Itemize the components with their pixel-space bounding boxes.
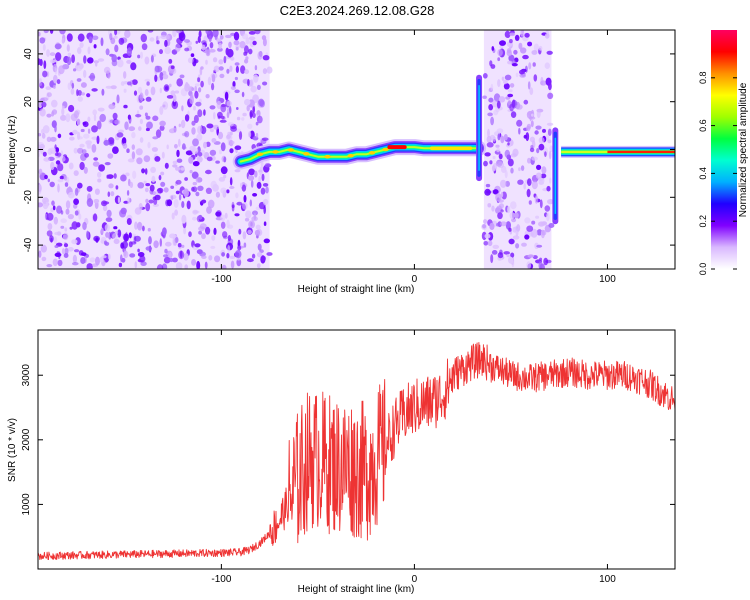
signal-trail (561, 145, 675, 158)
spectrogram-x-axis-label: Height of straight line (km) (298, 284, 415, 295)
snr-series-line (38, 342, 675, 561)
colorbar-tick-label: 0.6 (698, 119, 708, 132)
snr-y-tick-label: 2000 (21, 428, 32, 451)
snr-panel: -100 0 100 1000 2000 3000 Height of straight … (7, 329, 676, 595)
colorbar-tick-label: 0.4 (698, 167, 708, 180)
snr-y-tick-label: 1000 (21, 493, 32, 516)
noise-region (38, 30, 273, 269)
spectrogram-y-tick-label: 40 (23, 48, 34, 60)
snr-y-axis-label: SNR (10 * v/v) (7, 418, 18, 482)
snr-x-axis-label: Height of straight line (km) (298, 584, 415, 595)
spectrogram-y-axis-label: Frequency (Hz) (7, 116, 18, 185)
spectrogram-y-tick-label: 20 (23, 96, 34, 108)
colorbar-tick-label: 0.2 (698, 215, 708, 228)
snr-frame (37, 329, 676, 570)
spectrogram-y-tick-label: -20 (23, 190, 34, 205)
snr-x-tick-label: 100 (599, 574, 616, 585)
spectrogram-y-tick-label: -40 (23, 237, 34, 252)
colorbar-label: Normalized spectral amplitude (738, 82, 749, 217)
noise-region (481, 30, 555, 269)
snr-axes: -100 0 100 1000 2000 3000 (21, 330, 675, 585)
colorbar-tick-label: 0.0 (698, 263, 708, 276)
colorbar-scale (711, 30, 737, 269)
spectrogram-axes: -100 0 100 -40 -20 0 20 40 (23, 30, 675, 285)
colorbar: 0.0 0.2 0.4 0.6 0.8 Normalized spectral ampl… (698, 30, 749, 275)
spectrogram-x-tick-label: -100 (211, 274, 231, 285)
spectrogram-x-tick-label: 0 (412, 274, 418, 285)
colorbar-tick-label: 0.8 (698, 72, 708, 85)
snr-y-tick-label: 3000 (21, 364, 32, 387)
chart-title: C2E3.2024.269.12.08.G28 (280, 3, 435, 18)
spectrogram-y-tick-label: 0 (23, 146, 34, 152)
snr-x-tick-label: 0 (412, 574, 418, 585)
spectrogram-x-tick-label: 100 (599, 274, 616, 285)
snr-plot-area (38, 342, 675, 561)
colorbar-ticks: 0.0 0.2 0.4 0.6 0.8 (698, 72, 737, 276)
snr-x-tick-label: -100 (211, 574, 231, 585)
spectrogram-plot-area (38, 30, 675, 269)
signal-hotspots (256, 145, 473, 159)
spectrogram-panel: -100 0 100 -40 -20 0 20 40 Height of straight l… (7, 29, 676, 295)
